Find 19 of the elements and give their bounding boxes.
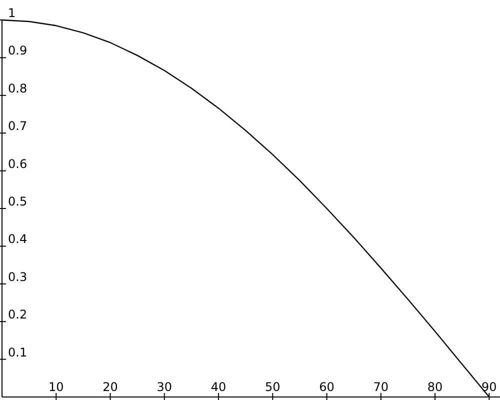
y-tick-label: 0.9	[8, 44, 28, 58]
x-tick-label: 20	[102, 380, 118, 394]
x-tick-label: 80	[427, 380, 443, 394]
y-tick-label: 0.3	[8, 270, 28, 284]
x-tick-label: 40	[210, 380, 226, 394]
x-tick-label: 30	[156, 380, 172, 394]
y-tick-label: 0.5	[8, 194, 28, 208]
y-tick-label: 1	[8, 6, 16, 20]
x-tick-label: 70	[373, 380, 389, 394]
y-tick-label: 0.7	[8, 119, 28, 134]
x-tick-label: 90	[482, 380, 497, 394]
x-tick-label: 50	[265, 380, 280, 394]
y-tick-label: 0.1	[8, 345, 28, 360]
y-tick-label: 0.2	[8, 308, 28, 322]
y-tick-label: 0.4	[8, 232, 28, 246]
y-tick-label: 0.6	[8, 156, 28, 171]
y-tick-label: 0.8	[8, 81, 28, 96]
x-tick-label: 10	[48, 380, 64, 394]
x-tick-label: 60	[319, 380, 334, 394]
